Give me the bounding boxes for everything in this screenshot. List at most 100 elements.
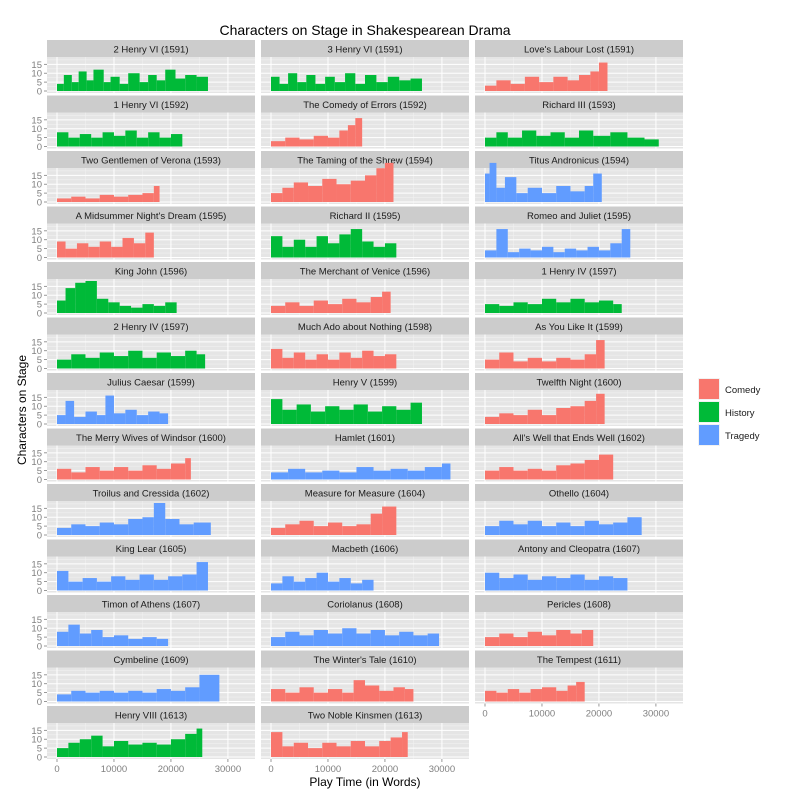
character-count-bar — [113, 413, 126, 424]
character-count-bar — [125, 130, 137, 147]
facet-strip-label: 2 Henry IV (1597) — [114, 322, 189, 333]
character-count-bar — [299, 520, 314, 535]
character-count-bar — [85, 526, 100, 535]
y-tick-label: 10 — [31, 457, 42, 468]
y-tick-label: 0 — [37, 364, 42, 375]
character-count-bar — [325, 76, 335, 91]
character-count-bar — [313, 135, 328, 147]
facet-strip-label: Two Noble Kinsmen (1613) — [308, 711, 423, 722]
character-count-bar — [282, 409, 297, 424]
y-tick-label: 15 — [31, 60, 42, 71]
facet-strip-label: Troilus and Cressida (1602) — [93, 489, 210, 500]
y-tick-label: 15 — [31, 504, 42, 515]
character-count-bar — [75, 282, 86, 313]
character-count-bar — [179, 524, 194, 535]
character-count-bar — [327, 359, 340, 369]
character-count-bar — [513, 574, 528, 591]
character-count-bar — [293, 352, 306, 369]
character-count-bar — [524, 76, 540, 91]
character-count-bar — [365, 75, 377, 91]
facet-strip — [261, 151, 469, 168]
character-count-bar — [86, 80, 94, 91]
character-count-bar — [133, 243, 146, 258]
facet-strip — [261, 373, 469, 390]
character-count-bar — [527, 409, 542, 424]
facet-strip — [47, 317, 255, 335]
character-count-bar — [576, 681, 585, 702]
facet-strip-label: Cymbeline (1609) — [114, 655, 189, 666]
character-count-bar — [373, 246, 385, 258]
character-count-bar — [65, 400, 75, 424]
character-count-bar — [136, 415, 149, 424]
character-count-bar — [99, 470, 114, 480]
character-count-bar — [71, 196, 86, 202]
character-count-bar — [308, 186, 323, 202]
character-count-bar — [128, 638, 143, 646]
facet-panel: 3 Henry VI (1591) — [261, 40, 469, 93]
character-count-bar — [142, 304, 154, 313]
facet-strip-label: 3 Henry VI (1591) — [328, 45, 403, 56]
character-count-bar — [379, 741, 391, 757]
character-count-bar — [342, 298, 357, 313]
character-count-bar — [593, 135, 611, 147]
character-count-bar — [305, 359, 317, 369]
character-count-bar — [355, 83, 365, 91]
y-tick-label: 0 — [37, 586, 42, 597]
character-count-bar — [598, 576, 614, 591]
character-count-bar — [536, 135, 551, 147]
facet-strip-label: Much Ado about Nothing (1598) — [298, 322, 432, 333]
facet-strip-label: As You Like It (1599) — [535, 322, 623, 333]
character-count-bar — [499, 352, 514, 369]
character-count-bar — [410, 78, 422, 91]
character-count-bar — [382, 406, 397, 424]
character-count-bar — [362, 241, 374, 258]
character-count-bar — [613, 304, 622, 313]
character-count-bar — [356, 633, 371, 646]
facet-strip — [261, 484, 469, 501]
character-count-bar — [367, 411, 383, 424]
character-count-bar — [296, 404, 311, 424]
facet-strip-label: Pericles (1608) — [547, 600, 611, 611]
character-count-bar — [541, 298, 557, 313]
character-count-bar — [353, 404, 368, 424]
character-count-bar — [96, 581, 112, 591]
character-count-bar — [199, 674, 220, 702]
character-count-bar — [613, 578, 628, 591]
character-count-bar — [148, 132, 160, 147]
character-count-bar — [596, 393, 605, 424]
character-count-bar — [79, 134, 92, 147]
facet-strip — [261, 706, 469, 723]
character-count-bar — [128, 350, 143, 369]
character-count-bar — [353, 680, 365, 702]
character-count-bar — [142, 517, 154, 535]
character-count-bar — [305, 472, 323, 480]
character-count-bar — [376, 168, 385, 202]
y-tick-label: 15 — [31, 670, 42, 681]
character-count-bar — [362, 350, 374, 369]
character-count-bar — [350, 180, 365, 202]
y-tick-label: 5 — [37, 189, 42, 200]
character-count-bar — [570, 406, 585, 424]
x-tick-label: 0 — [268, 764, 273, 775]
character-count-bar — [136, 137, 149, 147]
character-count-bar — [541, 193, 557, 202]
character-count-bar — [485, 304, 500, 313]
character-count-bar — [485, 137, 497, 147]
character-count-bar — [499, 578, 514, 591]
character-count-bar — [485, 250, 497, 258]
y-tick-label: 15 — [31, 115, 42, 126]
facet-panel: Pericles (1608) — [475, 595, 683, 648]
character-count-bar — [513, 637, 528, 646]
character-count-bar — [63, 75, 72, 91]
character-count-bar — [513, 524, 528, 535]
character-count-bar — [306, 75, 316, 91]
character-count-bar — [610, 243, 622, 258]
character-count-bar — [596, 340, 605, 369]
character-count-bar — [519, 248, 531, 258]
character-count-bar — [556, 465, 571, 480]
y-tick-label: 10 — [31, 346, 42, 357]
character-count-bar — [553, 76, 568, 91]
facet-strip — [261, 206, 469, 224]
